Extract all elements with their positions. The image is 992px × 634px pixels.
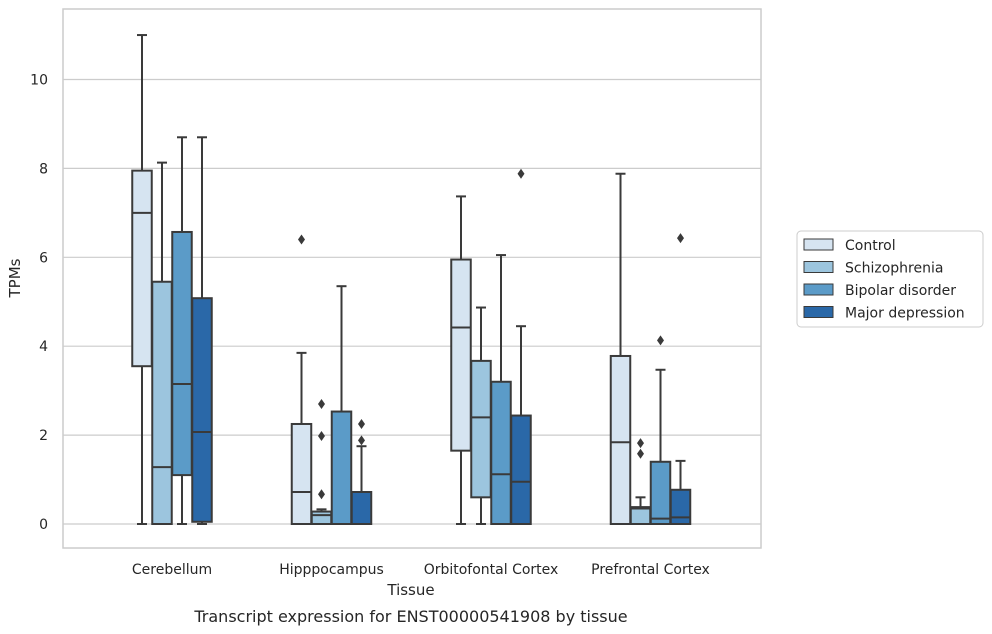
- y-axis-label: TPMs: [6, 258, 24, 298]
- outlier-point: [358, 418, 365, 429]
- legend: Control Schizophrenia Bipolar disorder Majo…: [796, 230, 984, 328]
- box-body: [290, 422, 313, 525]
- box-body: [191, 297, 213, 523]
- legend-swatch: [803, 283, 834, 296]
- x-tick-label: Prefrontal Cortex: [591, 562, 710, 578]
- box-major-depression: [350, 418, 373, 526]
- outlier-point: [318, 489, 325, 500]
- y-tick-labels: 0 2 4 6 8 10: [30, 73, 48, 534]
- box-bipolar-disorder: [330, 285, 353, 526]
- box-bipolar-disorder: [490, 254, 512, 526]
- box-body: [350, 490, 373, 526]
- y-tick-label: 4: [39, 339, 48, 355]
- box-body: [609, 354, 632, 525]
- y-tick-label: 0: [39, 517, 48, 533]
- box-schizophrenia: [470, 306, 492, 525]
- box-body: [450, 258, 472, 452]
- box-major-depression: [191, 136, 213, 525]
- x-tick-labels: Cerebellum Hipppocampus Orbitofontal Corte…: [132, 562, 710, 578]
- box-body: [151, 280, 173, 525]
- box-body: [510, 414, 532, 525]
- outlier-point: [318, 430, 325, 441]
- legend-label: Bipolar disorder: [845, 283, 956, 299]
- box-schizophrenia: [151, 161, 173, 525]
- y-tick-label: 10: [30, 73, 48, 89]
- box-schizophrenia: [310, 398, 333, 525]
- outlier-point: [637, 448, 644, 459]
- outlier-point: [517, 168, 525, 179]
- box-major-depression: [669, 233, 692, 525]
- box-major-depression: [510, 168, 532, 525]
- x-tick-label: Hipppocampus: [279, 562, 384, 578]
- box-control: [609, 172, 632, 525]
- legend-swatch: [803, 261, 834, 273]
- y-tick-label: 8: [39, 161, 48, 177]
- box-body: [171, 230, 193, 477]
- outlier-point: [358, 435, 365, 446]
- x-axis-label: Tissue: [386, 581, 434, 599]
- box-control: [450, 195, 472, 525]
- box-schizophrenia: [629, 438, 652, 526]
- outlier-point: [318, 398, 325, 409]
- box-control: [290, 234, 313, 525]
- y-tick-label: 2: [39, 428, 48, 444]
- box-body: [131, 169, 153, 368]
- box-body: [490, 380, 512, 526]
- outlier-point: [298, 234, 305, 245]
- box-body: [330, 410, 353, 526]
- box-body: [470, 359, 492, 499]
- outlier-point: [637, 438, 644, 449]
- box-control: [131, 34, 153, 525]
- x-tick-label: Orbitofontal Cortex: [424, 562, 559, 578]
- legend-swatch: [803, 238, 834, 251]
- legend-frame: [796, 230, 984, 328]
- outlier-point: [657, 335, 664, 346]
- box-body: [669, 488, 692, 525]
- box-bipolar-disorder: [171, 136, 193, 525]
- legend-label: Major depression: [845, 306, 965, 322]
- chart-caption: Transcript expression for ENST0000054190…: [193, 607, 627, 626]
- legend-label: Control: [845, 238, 896, 254]
- box-series: [131, 34, 692, 526]
- y-tick-label: 6: [39, 250, 48, 266]
- outlier-point: [677, 233, 684, 244]
- x-tick-label: Cerebellum: [132, 562, 212, 578]
- legend-label: Schizophrenia: [845, 261, 943, 277]
- box-body: [649, 460, 672, 525]
- box-body: [310, 510, 333, 525]
- box-body: [629, 506, 652, 526]
- legend-swatch: [803, 306, 834, 318]
